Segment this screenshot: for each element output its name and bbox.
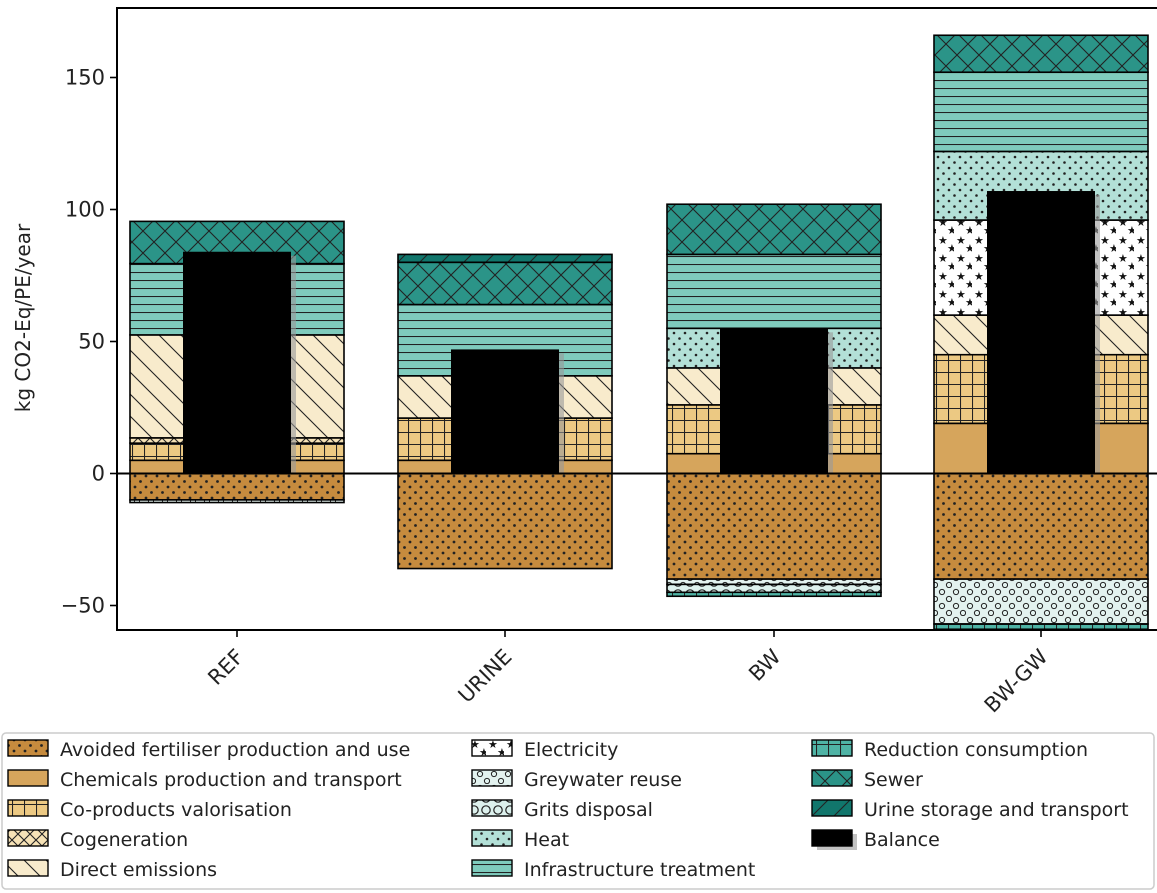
- bar-balance-bw-gw: [987, 191, 1095, 474]
- legend-item-chemicals-production-and-transport: Chemicals production and transport: [7, 769, 402, 791]
- bar-balance-bw: [720, 328, 828, 474]
- bar-segment-bw-gw-sewer: [933, 34, 1149, 74]
- legend-label: Balance: [864, 829, 940, 851]
- balance-layer: [183, 191, 1100, 474]
- legend-swatch: [471, 799, 513, 817]
- legend-item-balance: Balance: [811, 829, 940, 851]
- legend-swatch: [811, 769, 853, 787]
- x-axis: REF URINE BW BW-GW: [203, 630, 1053, 717]
- y-tick-label: 50: [78, 330, 105, 354]
- legend-item-avoided-fertiliser-production-and-use: Avoided fertiliser production and use: [7, 739, 410, 761]
- legend-item-co-products-valorisation: Co-products valorisation: [7, 799, 292, 821]
- x-tick-label-ref: REF: [203, 645, 248, 690]
- legend-item-sewer: Sewer: [811, 769, 923, 791]
- legend-swatch: [471, 739, 513, 757]
- legend-label: Avoided fertiliser production and use: [60, 739, 410, 761]
- legend-swatch: [811, 739, 853, 757]
- legend-label: Grits disposal: [524, 799, 653, 821]
- legend: Avoided fertiliser production and use Che…: [1, 732, 1155, 890]
- bar-segment-bw-avoided-fertiliser-production-and-use: [666, 472, 882, 580]
- legend-label: Co-products valorisation: [60, 799, 292, 821]
- legend-item-electricity: Electricity: [471, 739, 618, 761]
- legend-label: Reduction consumption: [864, 739, 1088, 761]
- bar-segment-bw-gw-avoided-fertiliser-production-and-use: [933, 472, 1149, 580]
- legend-swatch: [811, 799, 853, 817]
- legend-swatch: [471, 829, 513, 847]
- bar-segment-ref-greywater-reuse: [129, 499, 345, 504]
- legend-item-grits-disposal: Grits disposal: [471, 799, 653, 821]
- plot-area-frame: [116, 7, 1157, 631]
- legend-label: Sewer: [864, 769, 923, 791]
- legend-swatch: [7, 859, 49, 877]
- legend-label: Greywater reuse: [524, 769, 682, 791]
- y-tick-label: 150: [65, 66, 105, 90]
- legend-label: Infrastructure treatment: [524, 859, 755, 881]
- legend-swatch: [7, 769, 49, 787]
- bar-segment-bw-reduction-consumption: [666, 591, 882, 598]
- bar-segment-bw-gw-greywater-reuse: [933, 578, 1149, 625]
- y-axis: −50 0 50 100 150: [61, 66, 117, 618]
- legend-swatch: [7, 739, 49, 757]
- legend-item-greywater-reuse: Greywater reuse: [471, 769, 682, 791]
- bar-segment-urine-avoided-fertiliser-production-and-use: [397, 472, 613, 570]
- legend-label: Urine storage and transport: [864, 799, 1129, 821]
- y-tick-label: 100: [65, 198, 105, 222]
- legend-swatch: [7, 799, 49, 817]
- legend-frame: [1, 732, 1155, 890]
- legend-swatch: [471, 769, 513, 787]
- legend-item-infrastructure-treatment: Infrastructure treatment: [471, 859, 755, 881]
- bar-balance-urine: [451, 349, 559, 474]
- legend-label: Chemicals production and transport: [60, 769, 402, 791]
- y-axis-label: kg CO2-Eq/PE/year: [11, 223, 35, 412]
- bar-segment-bw-grits-disposal: [666, 583, 882, 594]
- legend-swatch: [811, 829, 853, 847]
- legend-item-urine-storage-and-transport: Urine storage and transport: [811, 799, 1129, 821]
- legend-swatch: [471, 859, 513, 877]
- bar-segment-urine-sewer: [397, 261, 613, 306]
- x-tick-label-bw-gw: BW-GW: [980, 644, 1053, 717]
- bar-segment-bw-sewer: [666, 203, 882, 256]
- bar-segment-bw-gw-infrastructure-treatment: [933, 71, 1149, 153]
- bar-segment-bw-gw-reduction-consumption: [933, 623, 1149, 631]
- bar-segment-urine-urine-storage-and-transport: [397, 253, 613, 264]
- legend-label: Electricity: [524, 739, 618, 761]
- y-tick-label: −50: [61, 594, 105, 618]
- legend-label: Heat: [524, 829, 569, 851]
- legend-item-heat: Heat: [471, 829, 569, 851]
- legend-label: Cogeneration: [60, 829, 188, 851]
- y-tick-label: 0: [92, 462, 105, 486]
- x-tick-label-urine: URINE: [454, 645, 517, 708]
- x-tick-label-bw: BW: [744, 644, 785, 685]
- legend-item-direct-emissions: Direct emissions: [7, 859, 217, 881]
- bar-balance-ref: [183, 251, 291, 474]
- legend-item-cogeneration: Cogeneration: [7, 829, 188, 851]
- legend-swatch: [7, 829, 49, 847]
- legend-item-reduction-consumption: Reduction consumption: [811, 739, 1088, 761]
- bar-segment-bw-infrastructure-treatment: [666, 253, 882, 330]
- bar-segment-ref-avoided-fertiliser-production-and-use: [129, 472, 345, 501]
- legend-label: Direct emissions: [60, 859, 217, 881]
